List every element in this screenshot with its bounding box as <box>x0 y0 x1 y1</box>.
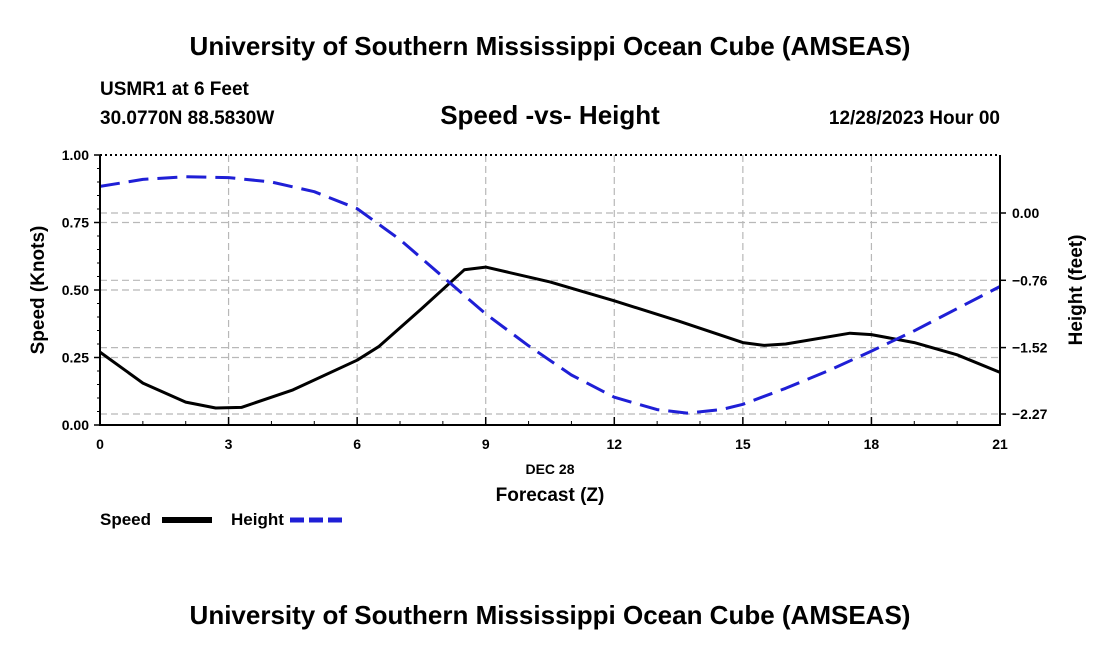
plot-frame <box>99 154 1001 426</box>
legend-label-speed: Speed <box>100 510 151 529</box>
y-tick-label-4: 1.00 <box>62 147 89 163</box>
y-tick-label-0: 0.00 <box>62 417 89 433</box>
legend: Speed Height <box>100 510 342 529</box>
grid-lines <box>100 155 1000 425</box>
x-tick-label-5: 15 <box>735 436 751 452</box>
chart-title: Speed -vs- Height <box>440 100 660 130</box>
y-tick-label-3: 0.75 <box>62 215 89 231</box>
x-tick-label-4: 12 <box>606 436 622 452</box>
x-tick-label-1: 3 <box>225 436 233 452</box>
series-line-height <box>99 175 1001 415</box>
x-tick-label-0: 0 <box>96 436 104 452</box>
x-date-label: DEC 28 <box>525 461 574 477</box>
x-tick-label-7: 21 <box>992 436 1008 452</box>
y-axis-label: Speed (Knots) <box>28 226 49 355</box>
x-axis-label: Forecast (Z) <box>496 485 605 506</box>
series-layer <box>99 175 1001 415</box>
legend-label-height: Height <box>231 510 284 529</box>
series-line-speed <box>99 265 1001 410</box>
x-tick-label-6: 18 <box>864 436 880 452</box>
page-title: University of Southern Mississippi Ocean… <box>190 31 911 61</box>
y-tick-label-1: 0.25 <box>62 350 89 366</box>
station-label: USMR1 at 6 Feet <box>100 79 250 100</box>
station-coords: 30.0770N 88.5830W <box>100 108 274 129</box>
y-tick-label-2: 0.50 <box>62 282 89 298</box>
tick-labels: 0 3 6 9 12 15 18 21 0.00 0.25 0.50 0.75 1.00 0.00 −0.7… <box>62 147 1048 452</box>
y2-tick-label-2: −1.52 <box>1012 340 1048 356</box>
y2-tick-label-3: −2.27 <box>1012 406 1048 422</box>
y2-tick-label-1: −0.76 <box>1012 272 1048 288</box>
x-tick-label-3: 9 <box>482 436 490 452</box>
forecast-date: 12/28/2023 Hour 00 <box>829 108 1000 129</box>
y2-axis-label: Height (feet) <box>1066 235 1087 346</box>
y2-tick-label-0: 0.00 <box>1012 205 1039 221</box>
footer-title: University of Southern Mississippi Ocean… <box>190 600 911 630</box>
x-tick-label-2: 6 <box>353 436 361 452</box>
